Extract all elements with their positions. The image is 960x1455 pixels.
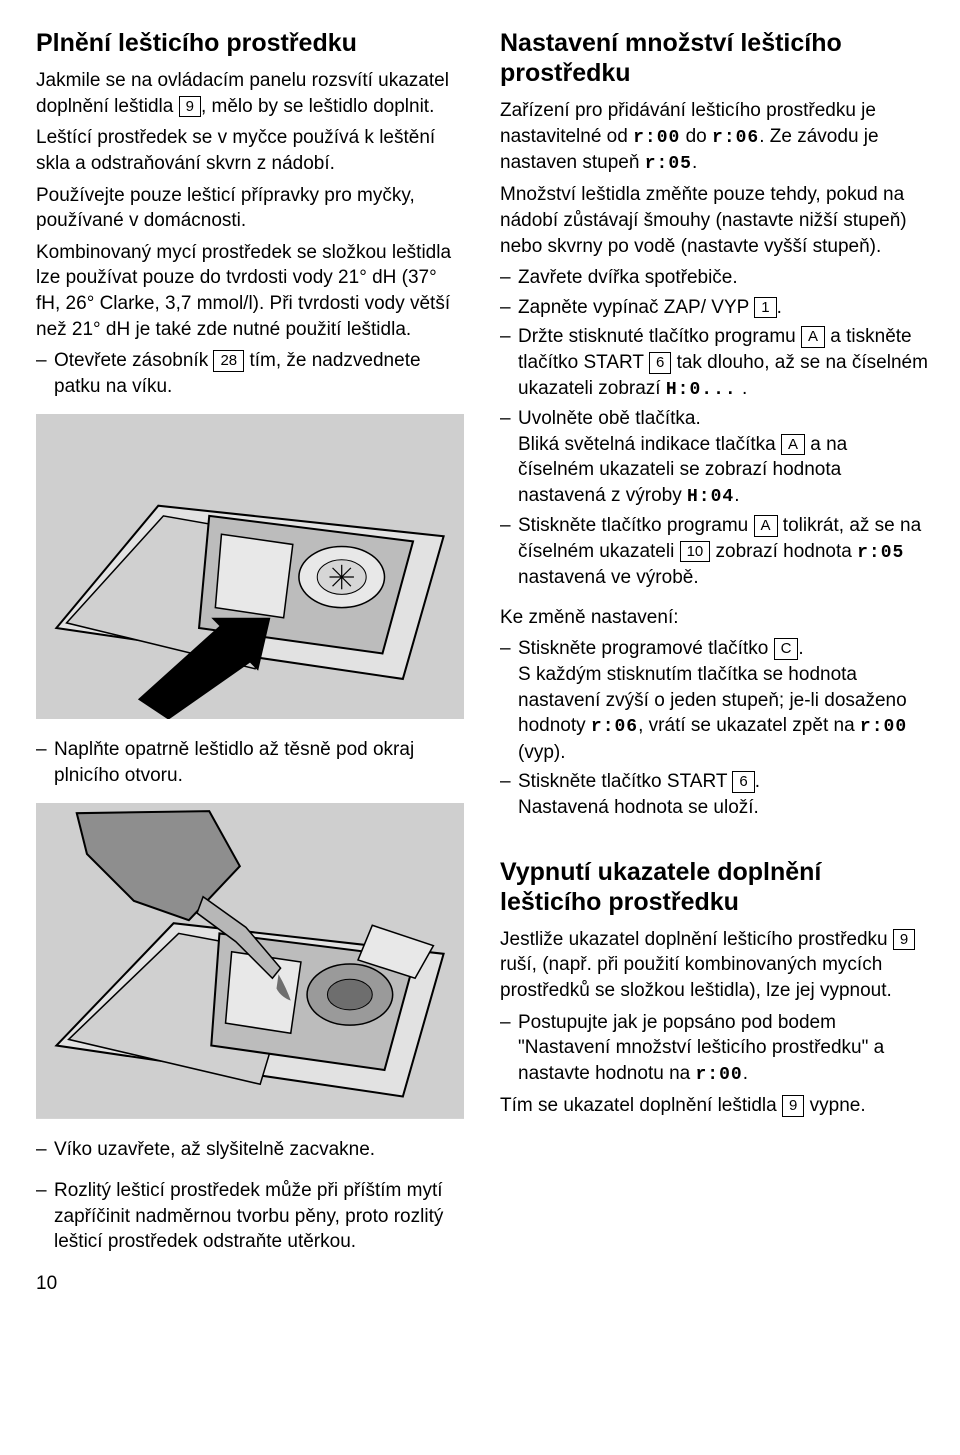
left-p3: Používejte pouze lešticí přípravky pro m… bbox=[36, 183, 464, 234]
right-p1: Zařízení pro přidávání lešticího prostře… bbox=[500, 98, 928, 176]
figure-open-reservoir bbox=[36, 414, 464, 720]
right-li-release: Uvolněte obě tlačítka. Bliká světelná in… bbox=[500, 406, 928, 509]
left-li-fill: Naplňte opatrně leštidlo až těsně pod ok… bbox=[36, 737, 464, 788]
right-li6c3: (vyp). bbox=[518, 742, 566, 763]
left-list-4: Rozlitý lešticí prostředek může při příš… bbox=[36, 1178, 464, 1255]
right-heading-1: Nastavení množství lešticího prostředku bbox=[500, 28, 928, 88]
key-display-10: 10 bbox=[680, 541, 711, 563]
right-li6c2: , vrátí se ukazatel zpět na bbox=[638, 715, 860, 736]
lcd-r05b: r:05 bbox=[857, 541, 904, 565]
key-reservoir-28: 28 bbox=[213, 350, 244, 372]
right-li7a: Stiskněte tlačítko START bbox=[518, 771, 732, 792]
right-p4b: ruší, (např. při použití kombinovaných m… bbox=[500, 954, 892, 1001]
lcd-H0: H:0... bbox=[666, 378, 737, 402]
lcd-r00-b: r:00 bbox=[860, 715, 907, 739]
left-list-3: Víko uzavřete, až slyšitelně zacvakne. bbox=[36, 1137, 464, 1163]
right-li-follow: Postupujte jak je popsáno pod bodem "Nas… bbox=[500, 1010, 928, 1088]
right-li-press-C: Stiskněte programové tlačítko C. S každý… bbox=[500, 636, 928, 765]
key-indicator-9c: 9 bbox=[782, 1095, 804, 1117]
left-list-1: Otevřete zásobník 28 tím, že nadzvednete… bbox=[36, 348, 464, 399]
key-prog-A-2: A bbox=[781, 434, 805, 456]
right-list-1: Zavřete dvířka spotřebiče. Zapněte vypín… bbox=[500, 265, 928, 591]
left-li-wipe: Rozlitý lešticí prostředek může při příš… bbox=[36, 1178, 464, 1255]
key-prog-A-1: A bbox=[801, 326, 825, 348]
right-li-press-A: Stiskněte tlačítko programu A tolikrát, … bbox=[500, 513, 928, 591]
right-li4b1: Bliká světelná indikace tlačítka bbox=[518, 434, 781, 455]
lcd-r06-b: r:06 bbox=[591, 715, 638, 739]
right-li5a: Stiskněte tlačítko programu bbox=[518, 515, 754, 536]
right-li2a: Zapněte vypínač ZAP/ VYP bbox=[518, 297, 754, 318]
right-li-press-start: Stiskněte tlačítko START 6. Nastavená ho… bbox=[500, 769, 928, 820]
right-list-3: Postupujte jak je popsáno pod bodem "Nas… bbox=[500, 1010, 928, 1088]
right-p4a: Jestliže ukazatel doplnění lešticího pro… bbox=[500, 929, 893, 950]
right-list-2: Stiskněte programové tlačítko C. S každý… bbox=[500, 636, 928, 820]
left-p4: Kombinovaný mycí prostředek se složkou l… bbox=[36, 240, 464, 343]
right-li6b: . bbox=[798, 638, 803, 659]
page-number: 10 bbox=[36, 1273, 464, 1295]
left-p2: Leštící prostředek se v myčce používá k … bbox=[36, 125, 464, 176]
right-li-close-door: Zavřete dvířka spotřebiče. bbox=[500, 265, 928, 291]
key-prog-A-3: A bbox=[754, 515, 778, 537]
right-p1mid1: do bbox=[686, 126, 712, 147]
left-list-2: Naplňte opatrně leštidlo až těsně pod ok… bbox=[36, 737, 464, 788]
key-power-1: 1 bbox=[754, 297, 776, 319]
right-p2: Množství leštidla změňte pouze tehdy, po… bbox=[500, 182, 928, 259]
right-li2b: . bbox=[777, 297, 782, 318]
right-li5c: zobrazí hodnota bbox=[716, 541, 858, 562]
key-start-6-2: 6 bbox=[732, 771, 754, 793]
right-p1end: . bbox=[692, 152, 697, 173]
key-indicator-9: 9 bbox=[179, 96, 201, 118]
right-li4a: Uvolněte obě tlačítka. bbox=[518, 408, 701, 429]
left-li-close: Víko uzavřete, až slyšitelně zacvakne. bbox=[36, 1137, 464, 1163]
lcd-H04: H:04 bbox=[687, 485, 734, 509]
right-heading-2: Vypnutí ukazatele doplnění lešticího pro… bbox=[500, 857, 928, 917]
left-li1a: Otevřete zásobník bbox=[54, 350, 213, 371]
right-li7b: . bbox=[755, 771, 760, 792]
right-li3d: . bbox=[737, 378, 748, 399]
right-p5b: vypne. bbox=[810, 1095, 866, 1116]
lcd-r06: r:06 bbox=[712, 126, 759, 150]
left-column: Plnění lešticího prostředku Jakmile se n… bbox=[36, 28, 468, 1295]
right-p5: Tím se ukazatel doplnění leštidla 9 vypn… bbox=[500, 1093, 928, 1119]
figure-fill-reservoir bbox=[36, 803, 464, 1119]
key-prog-C: C bbox=[774, 638, 799, 660]
right-li7c: Nastavená hodnota se uloží. bbox=[518, 797, 759, 818]
right-li4b3: . bbox=[734, 485, 739, 506]
page-columns: Plnění lešticího prostředku Jakmile se n… bbox=[36, 28, 928, 1295]
lcd-r05a: r:05 bbox=[645, 152, 692, 176]
key-indicator-9b: 9 bbox=[893, 929, 915, 951]
left-li-open: Otevřete zásobník 28 tím, že nadzvednete… bbox=[36, 348, 464, 399]
lcd-r00: r:00 bbox=[633, 126, 680, 150]
right-li5d: nastavená ve výrobě. bbox=[518, 567, 699, 588]
right-p3: Ke změně nastavení: bbox=[500, 605, 928, 631]
right-li-hold-A: Držte stisknuté tlačítko programu A a ti… bbox=[500, 324, 928, 402]
left-p1: Jakmile se na ovládacím panelu rozsvítí … bbox=[36, 68, 464, 119]
right-li6a: Stiskněte programové tlačítko bbox=[518, 638, 774, 659]
right-p5a: Tím se ukazatel doplnění leštidla bbox=[500, 1095, 782, 1116]
right-li-power: Zapněte vypínač ZAP/ VYP 1. bbox=[500, 295, 928, 321]
right-li8b: . bbox=[743, 1063, 748, 1084]
lcd-r00-c: r:00 bbox=[695, 1063, 742, 1087]
right-column: Nastavení množství lešticího prostředku … bbox=[496, 28, 928, 1295]
key-start-6-1: 6 bbox=[649, 352, 671, 374]
left-p1b: , mělo by se leštidlo doplnit. bbox=[201, 96, 434, 117]
right-li3a: Držte stisknuté tlačítko programu bbox=[518, 326, 801, 347]
left-heading: Plnění lešticího prostředku bbox=[36, 28, 464, 58]
right-p4: Jestliže ukazatel doplnění lešticího pro… bbox=[500, 927, 928, 1004]
